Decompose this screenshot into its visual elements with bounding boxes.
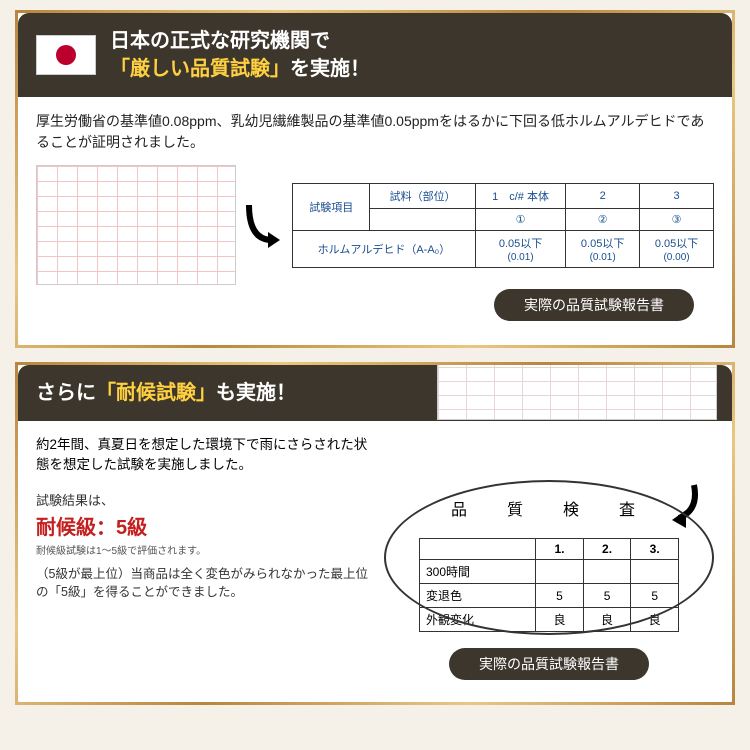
- th-col2: 2: [566, 183, 640, 208]
- ih2: 2.: [583, 539, 631, 560]
- cell-circle1: ①: [475, 208, 565, 230]
- result-note: 耐候級試験は1〜5級で評価されます。: [36, 542, 370, 557]
- pill-wrap2: 実際の品質試験報告書: [384, 640, 714, 680]
- th-sample: 試料（部位）: [370, 183, 475, 208]
- panel2-header: さらに「耐候試験」も実施！: [18, 365, 732, 421]
- th-col1: 1 c/# 本体: [475, 183, 565, 208]
- weather-report-thumbnail: [437, 362, 717, 420]
- ir3v2: 良: [583, 608, 631, 632]
- panel2-right-col: 品 質 検 査 1. 2. 3. 300時間 変退色 5: [384, 435, 714, 680]
- ih1: 1.: [536, 539, 584, 560]
- header-suffix: を実施！: [290, 58, 370, 80]
- japan-flag-icon: [36, 35, 96, 75]
- cell-item-name: ホルムアルデヒド（A-A₀）: [293, 230, 476, 267]
- panel2-title: さらに「耐候試験」も実施！: [36, 379, 296, 407]
- ir3v3: 良: [631, 608, 679, 632]
- ih3: 3.: [631, 539, 679, 560]
- result-label: 試験結果は、: [36, 490, 370, 509]
- report-badge-1: 実際の品質試験報告書: [494, 289, 694, 321]
- panel2-left-col: 約2年間、真夏日を想定した環境下で雨にさらされた状態を想定した試験を実施しました…: [36, 435, 370, 680]
- ir1: 300時間: [420, 560, 536, 584]
- panel1-doc-row: 試験項目 試料（部位） 1 c/# 本体 2 3 ① ② ③ ホルムアルデヒド（…: [36, 165, 714, 285]
- test-report-thumbnail: [36, 165, 236, 285]
- panel2-body: 約2年間、真夏日を想定した環境下で雨にさらされた状態を想定した試験を実施しました…: [18, 421, 732, 702]
- ir2v1: 5: [536, 584, 584, 608]
- p2-header-c: も実施！: [216, 382, 296, 404]
- quality-test-panel: 日本の正式な研究機関で 「厳しい品質試験」を実施！ 厚生労働省の基準値0.08p…: [15, 10, 735, 348]
- arrow-right-icon: [244, 195, 284, 255]
- panel1-intro: 厚生労働省の基準値0.08ppm、乳幼児繊維製品の基準値0.05ppmをはるかに…: [36, 111, 714, 153]
- ir3: 外観変化: [420, 608, 536, 632]
- header-highlight: 「厳しい品質試験」: [110, 58, 290, 80]
- th-col3: 3: [640, 183, 714, 208]
- inspection-oval: 品 質 検 査 1. 2. 3. 300時間 変退色 5: [384, 490, 714, 632]
- p2-header-b: 「耐候試験」: [96, 382, 216, 404]
- ir3v1: 良: [536, 608, 584, 632]
- formaldehyde-table: 試験項目 試料（部位） 1 c/# 本体 2 3 ① ② ③ ホルムアルデヒド（…: [292, 183, 714, 268]
- result-grade: 耐候級：5級: [36, 511, 370, 540]
- cell-circle2: ②: [566, 208, 640, 230]
- result-description: （5級が最上位）当商品は全く変色がみられなかった最上位の「5級」を得ることができ…: [36, 565, 370, 603]
- weather-test-panel: さらに「耐候試験」も実施！ 約2年間、真夏日を想定した環境下で雨にさらされた状態…: [15, 362, 735, 705]
- th-test-item: 試験項目: [293, 183, 370, 230]
- panel2-intro: 約2年間、真夏日を想定した環境下で雨にさらされた状態を想定した試験を実施しました…: [36, 435, 370, 476]
- p2-header-a: さらに: [36, 382, 96, 404]
- ir2: 変退色: [420, 584, 536, 608]
- panel1-title: 日本の正式な研究機関で 「厳しい品質試験」を実施！: [110, 27, 370, 83]
- inspection-table: 1. 2. 3. 300時間 変退色 5 5 5: [419, 538, 679, 632]
- panel1-body: 厚生労働省の基準値0.08ppm、乳幼児繊維製品の基準値0.05ppmをはるかに…: [18, 97, 732, 345]
- panel1-header: 日本の正式な研究機関で 「厳しい品質試験」を実施！: [18, 13, 732, 97]
- cell-v1: 0.05以下(0.01): [475, 230, 565, 267]
- ir2v2: 5: [583, 584, 631, 608]
- oval-title: 品 質 検 査: [384, 490, 714, 520]
- cell-v2: 0.05以下(0.01): [566, 230, 640, 267]
- cell-circle3: ③: [640, 208, 714, 230]
- ir2v3: 5: [631, 584, 679, 608]
- header-line1: 日本の正式な研究機関で: [110, 30, 330, 52]
- pill-wrap1: 実際の品質試験報告書: [36, 281, 694, 321]
- report-badge-2: 実際の品質試験報告書: [449, 648, 649, 680]
- cell-v3: 0.05以下(0.00): [640, 230, 714, 267]
